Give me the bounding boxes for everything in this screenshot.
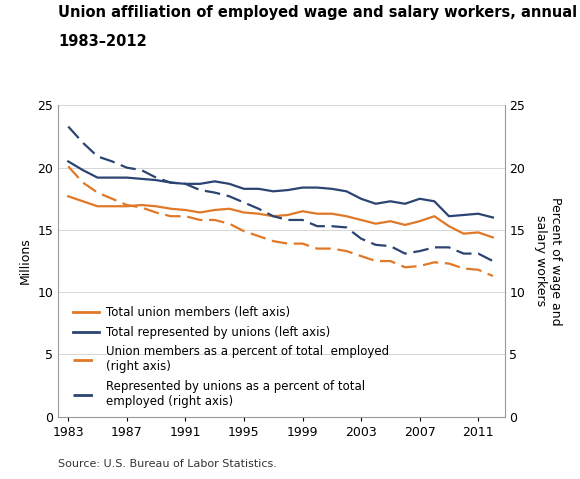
Text: Source: U.S. Bureau of Labor Statistics.: Source: U.S. Bureau of Labor Statistics. bbox=[58, 459, 277, 469]
Y-axis label: Percent of wage and
salary workers: Percent of wage and salary workers bbox=[534, 197, 561, 325]
Legend: Total union members (left axis), Total represented by unions (left axis), Union : Total union members (left axis), Total r… bbox=[73, 306, 389, 408]
Y-axis label: Millions: Millions bbox=[19, 238, 32, 285]
Text: Union affiliation of employed wage and salary workers, annual averages,: Union affiliation of employed wage and s… bbox=[58, 5, 580, 20]
Text: 1983–2012: 1983–2012 bbox=[58, 34, 147, 48]
